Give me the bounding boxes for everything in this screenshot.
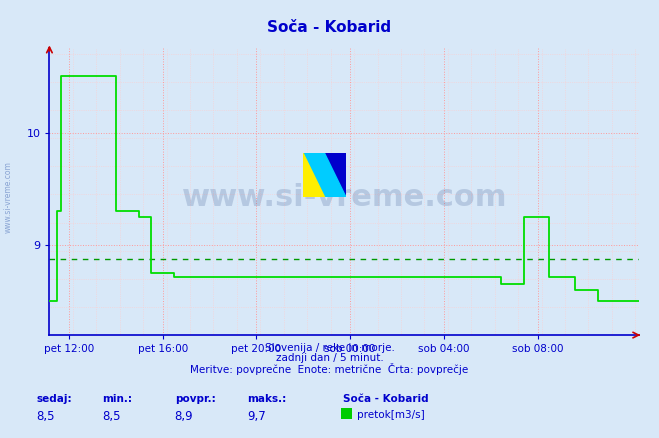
Text: www.si-vreme.com: www.si-vreme.com: [182, 183, 507, 212]
Text: povpr.:: povpr.:: [175, 394, 215, 404]
Text: Slovenija / reke in morje.: Slovenija / reke in morje.: [264, 343, 395, 353]
Text: 9,7: 9,7: [247, 410, 266, 423]
Text: Soča - Kobarid: Soča - Kobarid: [343, 394, 428, 404]
Text: pretok[m3/s]: pretok[m3/s]: [357, 410, 425, 420]
Text: maks.:: maks.:: [247, 394, 287, 404]
Text: Meritve: povprečne  Enote: metrične  Črta: povprečje: Meritve: povprečne Enote: metrične Črta:…: [190, 363, 469, 374]
Text: 8,5: 8,5: [102, 410, 121, 423]
Text: 8,9: 8,9: [175, 410, 193, 423]
Text: 8,5: 8,5: [36, 410, 55, 423]
Text: Soča - Kobarid: Soča - Kobarid: [268, 20, 391, 35]
Polygon shape: [303, 153, 346, 197]
Text: sedaj:: sedaj:: [36, 394, 72, 404]
Bar: [303, 153, 325, 197]
Polygon shape: [325, 153, 346, 197]
Text: zadnji dan / 5 minut.: zadnji dan / 5 minut.: [275, 353, 384, 363]
Bar: [325, 153, 346, 197]
Polygon shape: [303, 153, 325, 197]
Text: www.si-vreme.com: www.si-vreme.com: [3, 161, 13, 233]
Text: min.:: min.:: [102, 394, 132, 404]
